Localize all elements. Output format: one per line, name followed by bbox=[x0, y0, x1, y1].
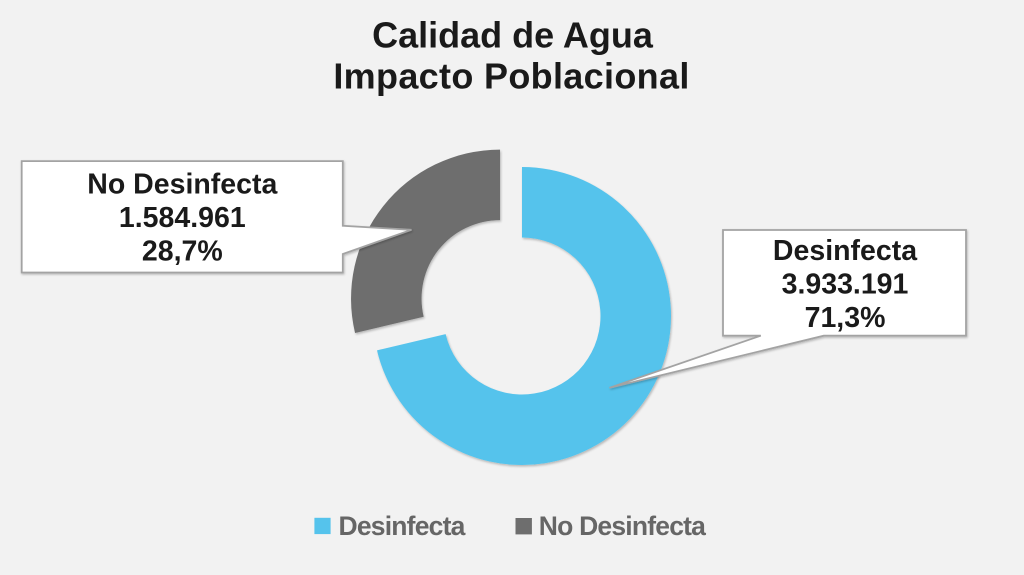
svg-text:Calidad de Agua: Calidad de Agua bbox=[372, 14, 654, 55]
svg-text:Desinfecta: Desinfecta bbox=[339, 511, 466, 541]
svg-text:No Desinfecta: No Desinfecta bbox=[87, 169, 278, 201]
svg-text:Impacto Poblacional: Impacto Poblacional bbox=[333, 56, 689, 97]
svg-text:1.584.961: 1.584.961 bbox=[119, 202, 246, 234]
svg-text:No Desinfecta: No Desinfecta bbox=[539, 511, 706, 541]
svg-text:28,7%: 28,7% bbox=[142, 236, 223, 268]
svg-text:Desinfecta: Desinfecta bbox=[773, 235, 918, 267]
svg-text:3.933.191: 3.933.191 bbox=[782, 269, 909, 301]
svg-text:71,3%: 71,3% bbox=[805, 302, 886, 334]
